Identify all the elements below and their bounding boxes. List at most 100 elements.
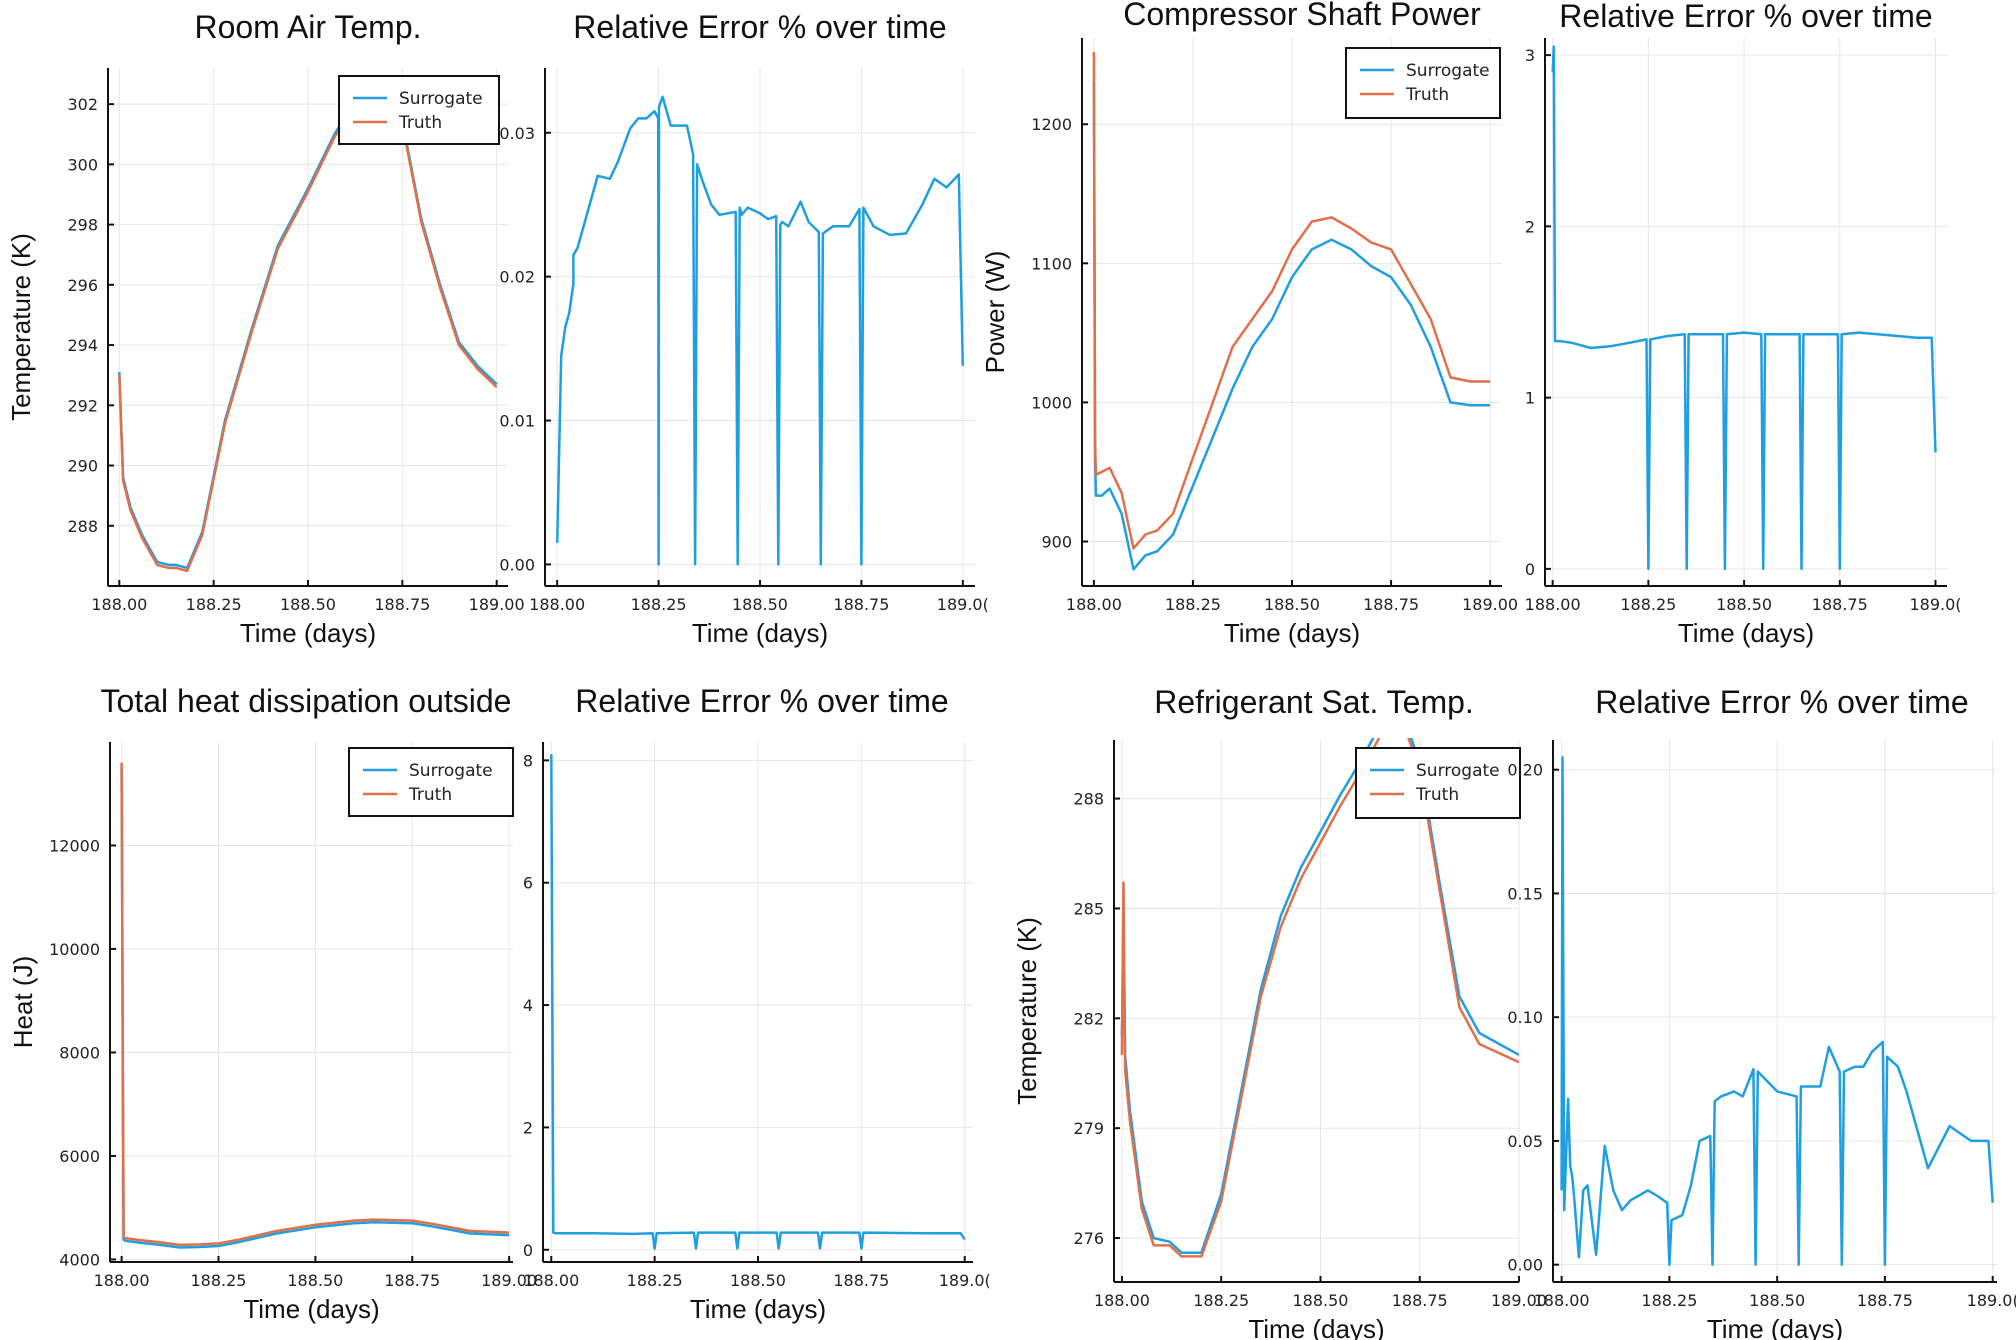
- y-tick-label: 1200: [1031, 115, 1072, 134]
- series-group: [118, 87, 498, 573]
- legend-label-surrogate: Surrogate: [1406, 61, 1490, 81]
- chart-panel-3: 188.00 188.25 188.50 188.75 189.00 900 1000 110…: [980, 0, 1518, 648]
- x-tick-label: 189.0(: [1909, 595, 1961, 614]
- x-tick-label: 188.25: [1193, 1291, 1249, 1310]
- series-line-relative-error: [550, 754, 966, 1250]
- y-tick-label: 298: [67, 216, 98, 235]
- y-tick-label: 288: [1073, 790, 1104, 809]
- series-line-relative-error: [555, 95, 965, 566]
- y-tick-label: 0: [523, 1241, 533, 1260]
- y-tick-label: 290: [67, 457, 98, 476]
- y-tick-label: 4000: [59, 1250, 100, 1269]
- x-tick-label: 188.75: [1812, 595, 1868, 614]
- y-tick-label: 1100: [1031, 254, 1072, 273]
- x-tick-label: 188.50: [1716, 595, 1772, 614]
- series-group: [555, 95, 965, 566]
- legend-box: [338, 75, 500, 145]
- chart-title: Room Air Temp.: [194, 9, 421, 45]
- x-tick-label: 189.00: [469, 595, 525, 614]
- x-tick-label: 188.00: [1066, 595, 1122, 614]
- x-axis-label: Time (days): [1248, 1314, 1384, 1340]
- y-tick-label: 0: [1525, 560, 1535, 579]
- x-tick-label: 188.75: [374, 595, 430, 614]
- y-tick-label: 1: [1525, 389, 1535, 408]
- chart-panel-5: 188.00 188.25 188.50 188.75 189.004000600080…: [8, 683, 537, 1324]
- y-tick-label: 8000: [59, 1043, 100, 1062]
- legend-label-truth: Truth: [1415, 785, 1459, 805]
- x-tick-label: 188.00: [1525, 595, 1581, 614]
- y-tick-label: 8: [523, 751, 533, 770]
- x-tick-label: 189.0(: [939, 1271, 991, 1290]
- x-tick-label: 188.75: [833, 1271, 889, 1290]
- y-tick-label: 0.10: [1507, 1008, 1543, 1027]
- x-tick-label: 188.00: [91, 595, 147, 614]
- x-tick-label: 188.75: [384, 1271, 440, 1290]
- chart-panel-7: 188.00 188.25 188.50 188.75 189.00 276 279 282 2…: [1012, 684, 1547, 1340]
- series-line-surrogate: [120, 767, 510, 1249]
- x-tick-label: 189.0(: [1967, 1291, 2016, 1310]
- x-tick-label: 188.50: [1264, 595, 1320, 614]
- x-axis-label: Time (days): [1224, 618, 1360, 648]
- x-tick-label: 189.00: [1491, 1291, 1547, 1310]
- x-tick-label: 188.25: [1620, 595, 1676, 614]
- x-axis-label: Time (days): [1678, 618, 1814, 648]
- y-tick-label: 282: [1073, 1009, 1104, 1028]
- series-group: [120, 762, 510, 1249]
- y-tick-label: 0.02: [499, 268, 535, 287]
- y-tick-label: 0.05: [1507, 1132, 1543, 1151]
- x-tick-label: 188.00: [94, 1271, 150, 1290]
- y-tick-label: 0.20: [1507, 761, 1543, 780]
- legend-label-surrogate: Surrogate: [399, 89, 483, 109]
- y-tick-label: 6: [523, 874, 533, 893]
- x-tick-label: 188.50: [1749, 1291, 1805, 1310]
- series-group: [550, 754, 966, 1250]
- y-tick-label: 0.03: [499, 124, 535, 143]
- legend-box: [348, 747, 514, 817]
- y-tick-label: 12000: [49, 836, 100, 855]
- x-tick-label: 188.25: [627, 1271, 683, 1290]
- y-axis-label: Temperature (K): [6, 233, 36, 421]
- x-tick-label: 189.00: [1462, 595, 1518, 614]
- x-tick-label: 188.75: [1363, 595, 1419, 614]
- x-axis-label: Time (days): [1707, 1314, 1843, 1340]
- series-line-truth: [118, 90, 498, 573]
- chart-panel-1: 188.00 188.25 188.50 188.75 189.00 288 290 292 2…: [6, 9, 525, 648]
- legend-label-surrogate: Surrogate: [409, 761, 493, 781]
- y-tick-label: 0.00: [499, 555, 535, 574]
- legend-label-truth: Truth: [398, 113, 442, 133]
- series-line-relative-error: [1551, 45, 1937, 571]
- chart-title: Relative Error % over time: [573, 9, 946, 45]
- chart-title: Refrigerant Sat. Temp.: [1154, 684, 1474, 720]
- legend-box: [1345, 47, 1501, 119]
- x-tick-label: 188.75: [833, 595, 889, 614]
- x-tick-label: 188.25: [1165, 595, 1221, 614]
- chart-title: Compressor Shaft Power: [1123, 0, 1481, 32]
- series-group: [1551, 45, 1937, 571]
- legend-label-truth: Truth: [1405, 85, 1449, 105]
- x-tick-label: 188.00: [523, 1271, 579, 1290]
- y-tick-label: 10000: [49, 940, 100, 959]
- y-tick-label: 900: [1041, 532, 1072, 551]
- y-tick-label: 3: [1525, 46, 1535, 65]
- series-line-truth: [120, 762, 510, 1247]
- y-tick-label: 296: [67, 276, 98, 295]
- chart-title: Relative Error % over time: [1559, 0, 1932, 34]
- x-tick-label: 188.25: [186, 595, 242, 614]
- y-tick-label: 276: [1073, 1229, 1104, 1248]
- y-tick-label: 4: [523, 996, 533, 1015]
- x-tick-label: 188.75: [1857, 1291, 1913, 1310]
- x-tick-label: 189.0(: [937, 595, 989, 614]
- series-line-relative-error: [1560, 756, 1994, 1266]
- y-tick-label: 2: [1525, 217, 1535, 236]
- x-tick-label: 188.00: [1094, 1291, 1150, 1310]
- x-tick-label: 188.25: [1641, 1291, 1697, 1310]
- x-tick-label: 188.25: [191, 1271, 247, 1290]
- y-tick-label: 285: [1073, 899, 1104, 918]
- x-tick-label: 188.50: [730, 1271, 786, 1290]
- y-tick-label: 0.15: [1507, 884, 1543, 903]
- y-axis-label: Power (W): [980, 251, 1010, 374]
- x-tick-label: 188.00: [529, 595, 585, 614]
- x-tick-label: 188.75: [1392, 1291, 1448, 1310]
- y-tick-label: 300: [67, 155, 98, 174]
- chart-panel-8: 188.00 188.25 188.50 188.75 189.0(0.00 0.05 0.…: [1507, 684, 2016, 1340]
